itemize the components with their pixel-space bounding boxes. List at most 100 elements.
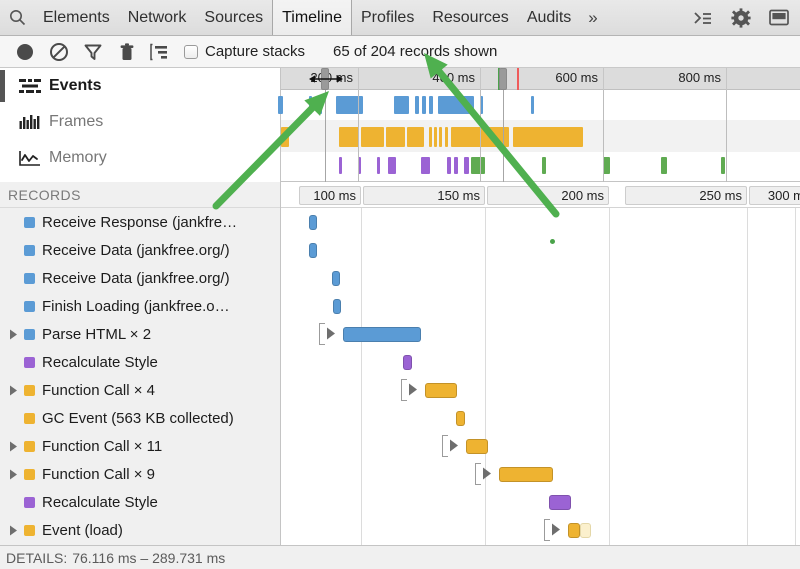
sidebar-item-memory[interactable]: Memory bbox=[0, 140, 280, 176]
tab-resources[interactable]: Resources bbox=[432, 8, 509, 26]
trash-icon[interactable] bbox=[110, 36, 144, 67]
table-row[interactable]: Recalculate Style bbox=[0, 348, 280, 376]
overview-bar bbox=[358, 157, 361, 174]
overview-tick: 800 ms bbox=[281, 68, 727, 90]
tab-sources[interactable]: Sources bbox=[204, 8, 264, 26]
overview-bar bbox=[454, 157, 458, 174]
table-row[interactable]: Recalculate Style bbox=[0, 488, 280, 516]
record-type-swatch bbox=[24, 300, 35, 312]
timeline-event-bar[interactable] bbox=[403, 355, 412, 370]
overview-bar bbox=[429, 96, 433, 114]
capture-stacks-checkbox-box[interactable] bbox=[184, 44, 198, 59]
chevron-right-icon[interactable] bbox=[6, 460, 20, 488]
timeline-event-bar[interactable] bbox=[568, 523, 580, 538]
record-icon[interactable] bbox=[8, 36, 42, 67]
records-timeline-bars[interactable] bbox=[281, 208, 800, 566]
overview-bar bbox=[434, 127, 437, 147]
record-label: Receive Data (jankfree.org/) bbox=[42, 241, 230, 259]
memory-icon bbox=[14, 150, 46, 166]
record-type-swatch bbox=[24, 244, 35, 256]
selection-edge-line-right bbox=[503, 90, 504, 182]
chevron-right-icon[interactable] bbox=[6, 516, 20, 544]
chevron-right-icon[interactable] bbox=[408, 383, 418, 401]
timeline-event-bar[interactable] bbox=[466, 439, 488, 454]
timeline-event-bar[interactable] bbox=[309, 243, 317, 258]
overview-sidebar: Events Frames Me bbox=[0, 68, 281, 182]
timeline-event-bar[interactable] bbox=[333, 299, 341, 314]
overview-bar bbox=[339, 127, 359, 147]
table-row[interactable]: Function Call × 9 bbox=[0, 460, 280, 488]
overview-bar bbox=[471, 157, 485, 174]
timeline-overview[interactable]: 200 ms 400 ms 600 ms 800 ms bbox=[278, 68, 800, 182]
overview-bar bbox=[407, 127, 424, 147]
tab-profiles[interactable]: Profiles bbox=[360, 8, 415, 26]
dock-position-icon[interactable] bbox=[764, 1, 794, 35]
expand-bracket bbox=[401, 379, 407, 401]
records-list[interactable]: Receive Response (jankfre… Receive Data (… bbox=[0, 208, 280, 569]
timeline-event-bar[interactable] bbox=[456, 411, 465, 426]
overview-bar bbox=[542, 157, 546, 174]
overview-bar bbox=[415, 96, 419, 114]
chevron-right-icon[interactable] bbox=[6, 320, 20, 348]
table-row[interactable]: Function Call × 11 bbox=[0, 432, 280, 460]
gear-icon[interactable] bbox=[726, 1, 756, 35]
console-drawer-icon[interactable] bbox=[688, 1, 718, 35]
expand-bracket bbox=[475, 463, 481, 485]
table-row[interactable]: Event (load) bbox=[0, 516, 280, 544]
overview-bar bbox=[319, 96, 322, 114]
timeline-ruler-label: 250 ms bbox=[699, 188, 742, 203]
capture-stacks-checkbox[interactable]: Capture stacks bbox=[184, 43, 305, 60]
filter-icon[interactable] bbox=[76, 36, 110, 67]
tab-elements[interactable]: Elements bbox=[43, 8, 110, 26]
timeline-ruler-segment: 100 ms bbox=[299, 186, 361, 205]
timeline-event-bar[interactable] bbox=[343, 327, 421, 342]
sidebar-item-events[interactable]: Events bbox=[0, 68, 280, 104]
timeline-event-bar[interactable] bbox=[425, 383, 457, 398]
more-tabs-button[interactable]: » bbox=[588, 7, 598, 27]
tab-timeline[interactable]: Timeline bbox=[272, 0, 352, 35]
details-range: 76.116 ms – 289.731 ms bbox=[72, 549, 226, 566]
timeline-dot-marker bbox=[550, 239, 555, 244]
table-row[interactable]: GC Event (563 KB collected) bbox=[0, 404, 280, 432]
timeline-event-bar[interactable] bbox=[332, 271, 340, 286]
overview-bar bbox=[429, 127, 432, 147]
table-row[interactable]: Parse HTML × 2 bbox=[0, 320, 280, 348]
record-type-swatch bbox=[24, 468, 35, 480]
table-row[interactable]: Finish Loading (jankfree.o… bbox=[0, 292, 280, 320]
expand-bracket bbox=[442, 435, 448, 457]
chevron-right-icon[interactable] bbox=[6, 432, 20, 460]
chevron-right-icon[interactable] bbox=[551, 523, 561, 541]
records-shown-status: 65 of 204 records shown bbox=[333, 43, 498, 60]
sidebar-item-memory-label: Memory bbox=[49, 149, 107, 166]
chevron-right-icon[interactable] bbox=[482, 467, 492, 485]
tab-audits[interactable]: Audits bbox=[526, 8, 572, 26]
overview-ruler[interactable]: 200 ms 400 ms 600 ms 800 ms bbox=[281, 68, 800, 90]
timeline-event-bar[interactable] bbox=[549, 495, 571, 510]
timeline-event-bar-tail bbox=[580, 523, 591, 538]
records-timeline-pane[interactable]: 100 ms 150 ms 200 ms 250 ms 300 m bbox=[281, 182, 800, 566]
tree-view-icon[interactable] bbox=[144, 36, 178, 67]
overview-bar bbox=[394, 96, 409, 114]
chevron-right-icon[interactable] bbox=[326, 327, 336, 345]
timeline-event-bar[interactable] bbox=[309, 215, 317, 230]
clear-icon[interactable] bbox=[42, 36, 76, 67]
tab-network[interactable]: Network bbox=[127, 8, 187, 26]
table-row[interactable]: Function Call × 4 bbox=[0, 376, 280, 404]
records-list-pane[interactable]: RECORDS Receive Response (jankfre… Receiv… bbox=[0, 182, 281, 567]
search-icon[interactable] bbox=[0, 0, 34, 35]
records-timeline-ruler[interactable]: 100 ms 150 ms 200 ms 250 ms 300 m bbox=[281, 182, 800, 208]
timeline-event-bar[interactable] bbox=[499, 467, 553, 482]
table-row[interactable]: Receive Data (jankfree.org/) bbox=[0, 264, 280, 292]
tabbar-right-icons bbox=[688, 1, 800, 35]
timeline-gridline bbox=[361, 208, 362, 545]
table-row[interactable]: Receive Response (jankfre… bbox=[0, 208, 280, 236]
chevron-right-icon[interactable] bbox=[6, 376, 20, 404]
selection-handle-right[interactable] bbox=[499, 68, 507, 90]
sidebar-item-frames[interactable]: Frames bbox=[0, 104, 280, 140]
record-label: Receive Data (jankfree.org/) bbox=[42, 269, 230, 287]
overview-gridline bbox=[726, 90, 727, 182]
table-row[interactable]: Receive Data (jankfree.org/) bbox=[0, 236, 280, 264]
overview-bar bbox=[447, 157, 451, 174]
chevron-right-icon[interactable] bbox=[449, 439, 459, 457]
record-type-swatch bbox=[24, 412, 35, 424]
